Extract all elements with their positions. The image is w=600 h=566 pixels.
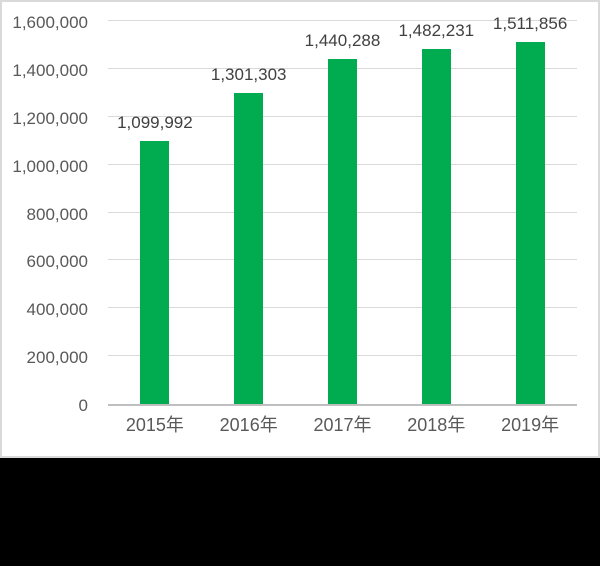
y-axis-tick-label: 1,200,000 <box>12 108 88 128</box>
x-axis-category-label: 2018年 <box>407 415 466 435</box>
bar <box>234 92 264 404</box>
bar <box>328 59 357 404</box>
bar-data-label: 1,099,992 <box>117 112 193 132</box>
x-axis-category-label: 2016年 <box>219 415 278 435</box>
bar <box>421 49 451 404</box>
y-axis-tick-label: 800,000 <box>26 204 88 224</box>
black-letterbox-band <box>0 458 600 566</box>
y-axis-tick-label: 1,000,000 <box>12 156 88 176</box>
y-axis-tick-label: 1,600,000 <box>12 13 88 32</box>
bar <box>515 42 545 404</box>
y-axis-tick-label: 1,400,000 <box>12 60 88 80</box>
bar-data-label: 1,440,288 <box>304 31 381 51</box>
x-axis-category-label: 2017年 <box>313 415 372 435</box>
x-axis-category-label: 2015年 <box>125 415 184 435</box>
plot-area: 1,099,992 1,301,303 1,440,288 1,482,231 1,51… <box>108 14 577 406</box>
gridline <box>108 20 577 21</box>
bar-data-label: 1,511,856 <box>492 14 568 34</box>
y-axis-tick-label: 200,000 <box>26 348 88 368</box>
y-axis-tick-label: 600,000 <box>26 252 88 272</box>
bar-chart: 0 200,000 400,000 600,000 800,000 1,000,000 1,… <box>0 0 600 458</box>
y-axis: 0 200,000 400,000 600,000 800,000 1,000,000 1,… <box>0 13 88 415</box>
y-axis-tick-label: 400,000 <box>26 300 88 320</box>
x-axis: 2015年 2016年 2017年 2018年 2019年 <box>108 413 577 439</box>
bar-data-label: 1,301,303 <box>210 64 287 84</box>
bar-data-label: 1,482,231 <box>398 21 475 41</box>
y-axis-tick-label: 0 <box>78 396 88 415</box>
x-axis-category-label: 2019年 <box>501 415 560 435</box>
bar <box>140 140 170 404</box>
